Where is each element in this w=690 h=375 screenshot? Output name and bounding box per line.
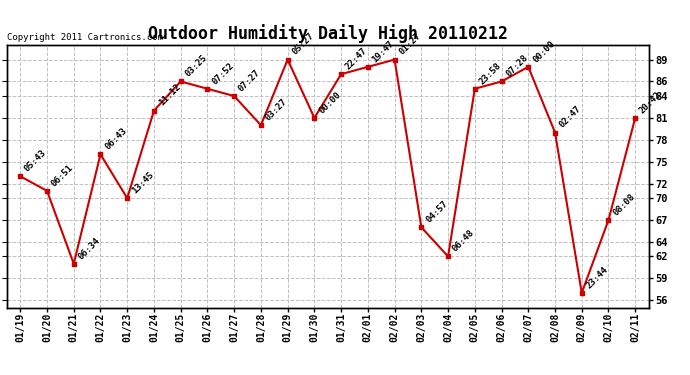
Point xyxy=(41,188,52,194)
Point xyxy=(469,86,480,92)
Text: 00:00: 00:00 xyxy=(317,90,342,115)
Text: 03:25: 03:25 xyxy=(184,53,209,79)
Text: 07:27: 07:27 xyxy=(237,68,262,93)
Point xyxy=(630,115,641,121)
Point xyxy=(496,78,507,84)
Point xyxy=(14,173,26,179)
Point xyxy=(68,261,79,267)
Text: 06:48: 06:48 xyxy=(451,228,476,254)
Text: 13:45: 13:45 xyxy=(130,170,155,195)
Text: 00:00: 00:00 xyxy=(531,39,556,64)
Point xyxy=(255,122,266,128)
Text: 05:27: 05:27 xyxy=(290,32,316,57)
Text: 06:43: 06:43 xyxy=(104,126,128,152)
Text: 23:44: 23:44 xyxy=(584,265,610,290)
Text: 06:51: 06:51 xyxy=(50,163,75,188)
Text: 07:28: 07:28 xyxy=(504,53,530,79)
Text: 03:27: 03:27 xyxy=(264,97,289,122)
Point xyxy=(523,64,534,70)
Text: Copyright 2011 Cartronics.com: Copyright 2011 Cartronics.com xyxy=(7,33,163,42)
Text: 22:47: 22:47 xyxy=(344,46,369,71)
Point xyxy=(362,64,373,70)
Text: 04:57: 04:57 xyxy=(424,199,449,225)
Point xyxy=(416,224,427,230)
Point xyxy=(335,71,346,77)
Text: 08:08: 08:08 xyxy=(611,192,637,217)
Point xyxy=(389,57,400,63)
Text: 07:52: 07:52 xyxy=(210,61,235,86)
Text: 01:27: 01:27 xyxy=(397,32,423,57)
Point xyxy=(309,115,320,121)
Point xyxy=(442,254,453,260)
Point xyxy=(228,93,239,99)
Point xyxy=(603,217,614,223)
Point xyxy=(282,57,293,63)
Point xyxy=(121,195,132,201)
Point xyxy=(549,129,560,135)
Point xyxy=(202,86,213,92)
Point xyxy=(148,108,159,114)
Text: 23:58: 23:58 xyxy=(477,61,503,86)
Text: 05:43: 05:43 xyxy=(23,148,48,174)
Text: 02:47: 02:47 xyxy=(558,104,583,130)
Text: 11:12: 11:12 xyxy=(157,82,182,108)
Text: 06:34: 06:34 xyxy=(77,236,102,261)
Title: Outdoor Humidity Daily High 20110212: Outdoor Humidity Daily High 20110212 xyxy=(148,24,508,44)
Point xyxy=(576,290,587,296)
Point xyxy=(95,152,106,157)
Point xyxy=(175,78,186,84)
Text: 19:47: 19:47 xyxy=(371,39,396,64)
Text: 20:42: 20:42 xyxy=(638,90,663,115)
